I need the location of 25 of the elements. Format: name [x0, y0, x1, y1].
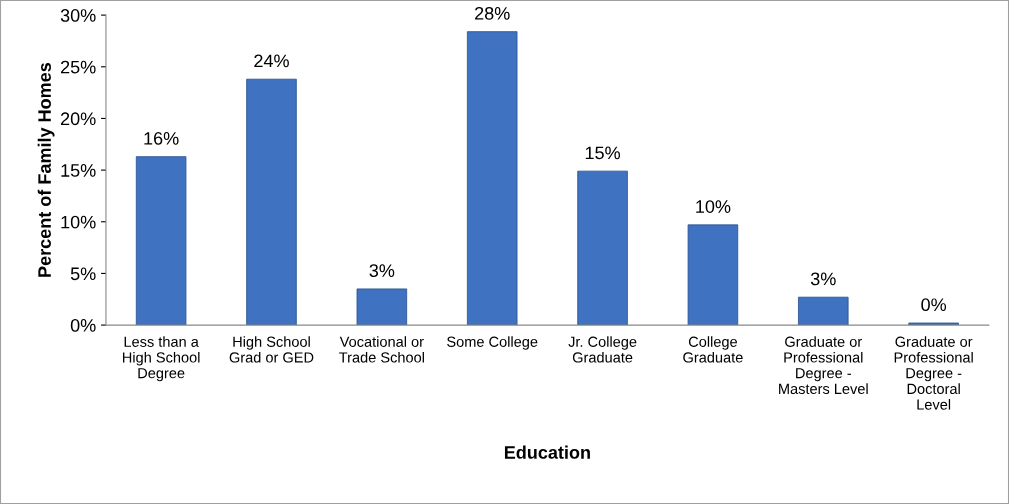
x-tick-label: Jr. College Graduate: [568, 336, 637, 363]
y-tick-label: 15%: [61, 164, 96, 177]
y-tick-label: 30%: [60, 9, 96, 22]
y-tick-label: 20%: [60, 112, 96, 126]
data-label: 15%: [585, 146, 620, 160]
data-label: 24%: [254, 54, 289, 68]
y-tick-label: 5%: [70, 267, 96, 281]
y-tick-label: 25%: [60, 60, 96, 74]
data-label: 3%: [369, 264, 395, 278]
x-tick-label: Graduate or Professional Degree - Doctoral Level: [894, 336, 973, 410]
x-tick-label: Vocational or Trade School: [339, 336, 424, 363]
y-axis-title: Percent of Family Homes: [37, 62, 55, 277]
data-label: 10%: [696, 200, 731, 213]
x-tick-label: College Graduate: [683, 336, 743, 363]
data-label: 3%: [810, 272, 836, 286]
x-axis-title: Education: [504, 445, 590, 459]
x-tick-label: Graduate or Professional Degree - Masters Level: [779, 336, 868, 395]
data-label: 28%: [475, 6, 510, 20]
data-label: 0%: [921, 298, 947, 312]
y-tick-label: 0%: [70, 319, 96, 332]
data-label: 16%: [144, 131, 179, 145]
y-tick-label: 10%: [61, 215, 96, 229]
x-tick-label: High School Grad or GED: [229, 336, 314, 363]
x-tick-label: Less than a High School Degree: [123, 336, 200, 382]
x-tick-label: Some College: [447, 336, 538, 350]
